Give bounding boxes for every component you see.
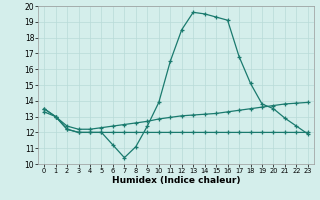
- X-axis label: Humidex (Indice chaleur): Humidex (Indice chaleur): [112, 176, 240, 185]
